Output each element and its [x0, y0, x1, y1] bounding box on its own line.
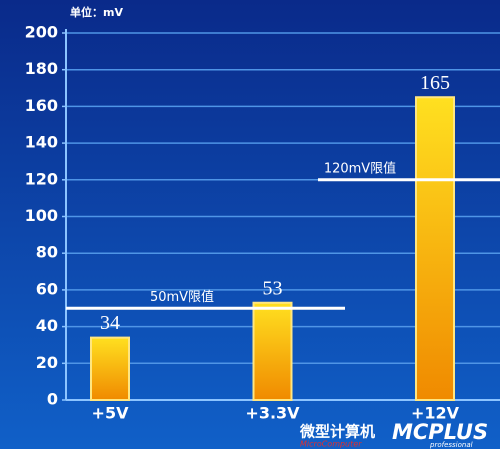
- reference-label: 50mV限值: [150, 289, 214, 305]
- watermark-tagline: professional: [429, 441, 473, 449]
- y-tick-label: 180: [25, 59, 58, 78]
- value-label: 165: [420, 72, 450, 94]
- y-tick-label: 80: [36, 243, 58, 262]
- watermark-brand: MCPLUS: [392, 420, 488, 444]
- y-tick-label: 0: [47, 390, 58, 409]
- value-label: 53: [263, 277, 283, 299]
- watermark-title: 微型计算机: [299, 423, 375, 441]
- y-tick-label: 120: [25, 169, 58, 188]
- x-tick-label: +5V: [92, 404, 130, 423]
- watermark: 微型计算机 MicroComputer MCPLUS professional: [299, 420, 488, 449]
- watermark-subtitle: MicroComputer: [300, 440, 362, 449]
- value-label: 34: [100, 312, 120, 334]
- y-tick-label: 160: [25, 96, 58, 115]
- x-tick-label: +12V: [411, 404, 460, 423]
- bar: [252, 301, 293, 401]
- y-tick-label: 100: [25, 206, 58, 225]
- bar: [415, 96, 455, 401]
- y-tick-label: 140: [25, 133, 58, 152]
- unit-label: 单位：mV: [70, 5, 123, 19]
- reference-label: 120mV限值: [324, 160, 396, 176]
- bar: [90, 336, 130, 401]
- y-tick-label: 60: [36, 279, 58, 298]
- y-tick-label: 20: [36, 353, 58, 372]
- y-tick-label: 200: [25, 23, 58, 42]
- y-tick-label: 40: [36, 316, 58, 335]
- x-tick-label: +3.3V: [245, 404, 300, 423]
